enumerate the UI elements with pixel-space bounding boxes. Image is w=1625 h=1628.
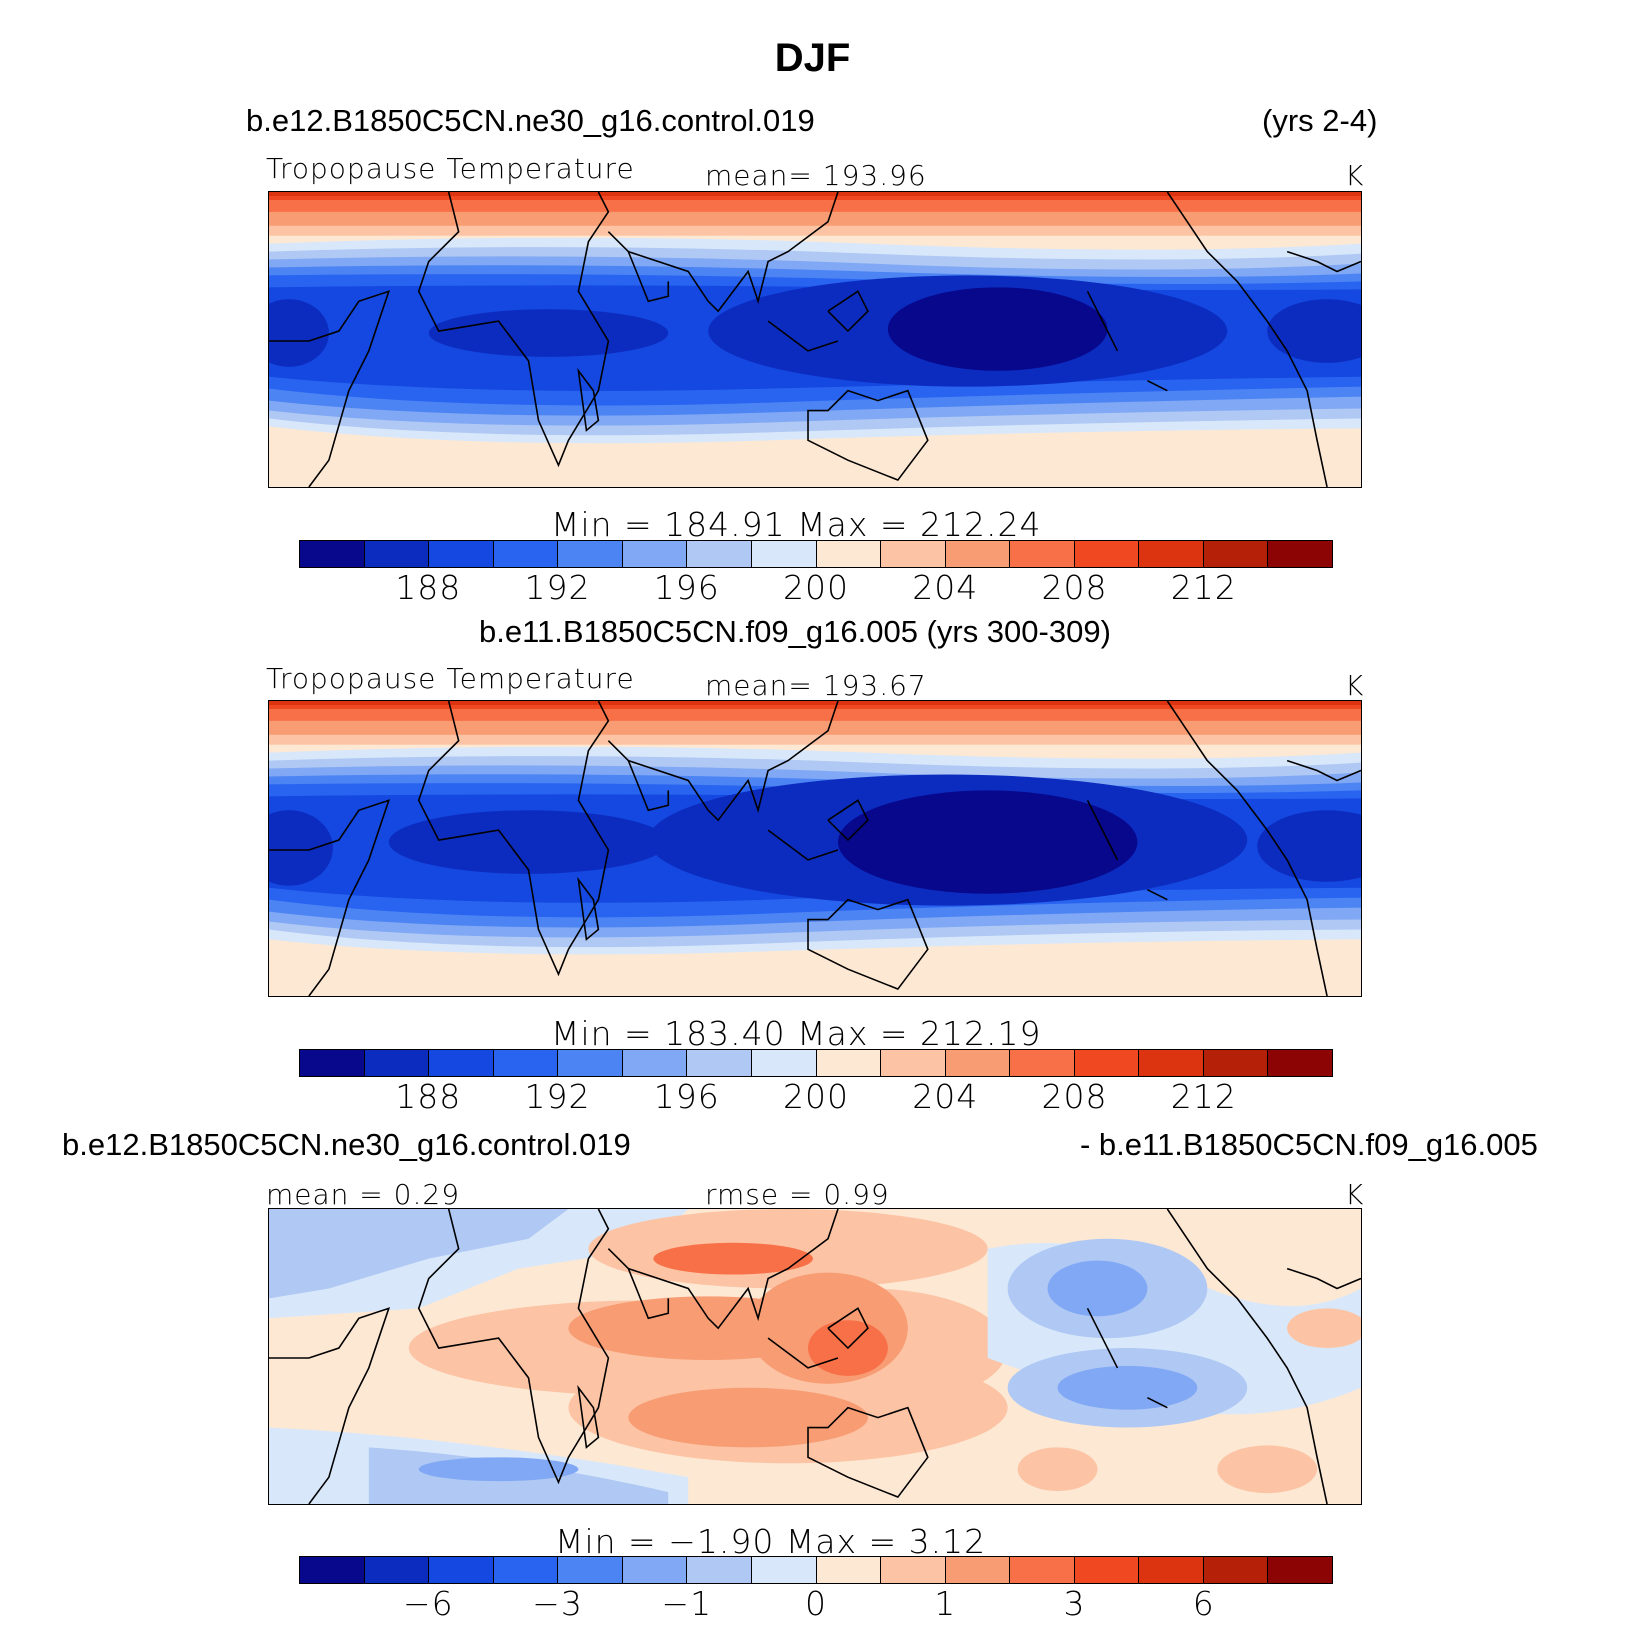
panel2-caption: b.e11.B1850C5CN.f09_g16.005 (yrs 300-309… — [479, 614, 1111, 649]
panel3-colorbar-box — [1139, 1557, 1204, 1583]
panel2-colorbar — [299, 1049, 1333, 1077]
panel1-colorbar-tick-label: 200 — [783, 568, 849, 607]
panel1-colorbar-tick-label: 208 — [1041, 568, 1108, 607]
panel1-colorbar-box — [751, 541, 817, 567]
panel1-colorbar-tick-label: 192 — [524, 568, 591, 607]
panel2-colorbar-box — [429, 1050, 494, 1076]
panel1-colorbar-tick-label: 188 — [395, 568, 462, 607]
panel2-colorbar-box — [1010, 1050, 1075, 1076]
panel2-mean-label: mean= 193.67 — [705, 669, 927, 702]
panel1-colorbar-box — [558, 541, 623, 567]
panel3-colorbar-box — [300, 1557, 365, 1583]
panel3-colorbar-tick-label: −1 — [661, 1584, 713, 1623]
panel1-variable-label: Tropopause Temperature — [266, 152, 635, 185]
panel2-colorbar-box — [1074, 1050, 1140, 1076]
figure-title: DJF — [774, 36, 851, 80]
panel2-colorbar-tick-label: 208 — [1041, 1077, 1108, 1116]
panel2-colorbar-box — [1139, 1050, 1204, 1076]
panel3-rmse-label: rmse = 0.99 — [705, 1178, 890, 1211]
panel1-colorbar-box — [881, 541, 946, 567]
panel3-colorbar-tick-label: 3 — [1063, 1584, 1086, 1623]
panel1-colorbar-box — [816, 541, 882, 567]
panel2-colorbar-tick-label: 192 — [524, 1077, 591, 1116]
panel3-colorbar-tick-label: −3 — [532, 1584, 583, 1623]
panel3-colorbar-box — [1010, 1557, 1075, 1583]
panel2-colorbar-box — [945, 1050, 1011, 1076]
panel2-colorbar-box — [558, 1050, 623, 1076]
panel1-map — [268, 191, 1362, 488]
panel3-colorbar-ticks: −6 −3 −1 0 1 3 6 — [299, 1584, 1333, 1624]
panel2-temperature-field — [269, 701, 1361, 996]
panel1-minmax-label: Min = 184.91 Max = 212.24 — [551, 505, 1042, 544]
panel2-colorbar-box — [687, 1050, 752, 1076]
panel1-colorbar-box — [1074, 541, 1140, 567]
panel2-unit-label: K — [1345, 669, 1365, 702]
panel3-colorbar-tick-label: 1 — [934, 1584, 957, 1623]
panel2-colorbar-tick-label: 204 — [912, 1077, 979, 1116]
panel2-colorbar-box — [364, 1050, 430, 1076]
panel3-colorbar-box — [1203, 1557, 1269, 1583]
panel3-colorbar-box — [622, 1557, 688, 1583]
panel2-minmax-label: Min = 183.40 Max = 212.19 — [551, 1014, 1042, 1053]
panel3-colorbar-box — [945, 1557, 1011, 1583]
panel3-mean-label: mean = 0.29 — [266, 1178, 461, 1211]
panel3-colorbar-box — [1268, 1557, 1332, 1583]
panel1-colorbar-box — [493, 541, 559, 567]
panel2-colorbar-box — [751, 1050, 817, 1076]
panel2-colorbar-tick-label: 200 — [783, 1077, 849, 1116]
panel3-colorbar-tick-label: 6 — [1192, 1584, 1215, 1623]
panel3-colorbar-box — [751, 1557, 817, 1583]
panel1-colorbar-box — [687, 541, 752, 567]
panel3-colorbar-box — [429, 1557, 494, 1583]
panel1-colorbar-box — [622, 541, 688, 567]
panel3-map — [268, 1208, 1362, 1505]
panel1-caption-case: b.e12.B1850C5CN.ne30_g16.control.019 — [246, 103, 815, 138]
panel3-colorbar-box — [558, 1557, 623, 1583]
panel2-colorbar-tick-label: 212 — [1170, 1077, 1237, 1116]
panel1-colorbar-box — [300, 541, 365, 567]
panel1-colorbar-box — [1268, 541, 1332, 567]
panel2-colorbar-ticks: 188 192 196 200 204 208 212 — [299, 1077, 1333, 1117]
panel3-colorbar-box — [493, 1557, 559, 1583]
panel2-colorbar-box — [622, 1050, 688, 1076]
panel1-colorbar-box — [945, 541, 1011, 567]
panel3-colorbar-box — [881, 1557, 946, 1583]
panel3-colorbar-box — [816, 1557, 882, 1583]
panel3-colorbar — [299, 1556, 1333, 1584]
panel1-colorbar-box — [364, 541, 430, 567]
panel3-caption-case1: b.e12.B1850C5CN.ne30_g16.control.019 — [62, 1127, 631, 1162]
panel3-minmax-label: Min = −1.90 Max = 3.12 — [555, 1522, 987, 1561]
panel1-colorbar — [299, 540, 1333, 568]
panel1-colorbar-tick-label: 212 — [1170, 568, 1237, 607]
panel2-colorbar-box — [881, 1050, 946, 1076]
panel1-mean-label: mean= 193.96 — [705, 159, 927, 192]
panel3-difference-field — [269, 1209, 1361, 1504]
panel2-colorbar-box — [1268, 1050, 1332, 1076]
panel3-colorbar-box — [687, 1557, 752, 1583]
panel1-colorbar-tick-label: 196 — [653, 568, 720, 607]
panel1-caption-years: (yrs 2-4) — [1262, 103, 1378, 138]
panel1-unit-label: K — [1345, 159, 1365, 192]
panel1-colorbar-box — [1139, 541, 1204, 567]
panel2-colorbar-tick-label: 188 — [395, 1077, 462, 1116]
panel1-colorbar-box — [1010, 541, 1075, 567]
panel1-colorbar-box — [429, 541, 494, 567]
panel1-colorbar-ticks: 188 192 196 200 204 208 212 — [299, 568, 1333, 608]
panel3-colorbar-box — [364, 1557, 430, 1583]
panel2-colorbar-box — [816, 1050, 882, 1076]
panel2-colorbar-box — [1203, 1050, 1269, 1076]
panel2-colorbar-box — [493, 1050, 559, 1076]
panel3-colorbar-tick-label: 0 — [805, 1584, 827, 1623]
panel3-colorbar-box — [1074, 1557, 1140, 1583]
panel1-temperature-field — [269, 192, 1361, 487]
panel2-map — [268, 700, 1362, 997]
panel3-caption-case2: - b.e11.B1850C5CN.f09_g16.005 — [1080, 1127, 1538, 1162]
panel1-colorbar-tick-label: 204 — [912, 568, 979, 607]
panel2-colorbar-box — [300, 1050, 365, 1076]
panel3-colorbar-tick-label: −6 — [402, 1584, 454, 1623]
panel1-colorbar-box — [1203, 541, 1269, 567]
panel3-unit-label: K — [1345, 1178, 1365, 1211]
panel2-colorbar-tick-label: 196 — [653, 1077, 720, 1116]
panel2-variable-label: Tropopause Temperature — [266, 662, 635, 695]
